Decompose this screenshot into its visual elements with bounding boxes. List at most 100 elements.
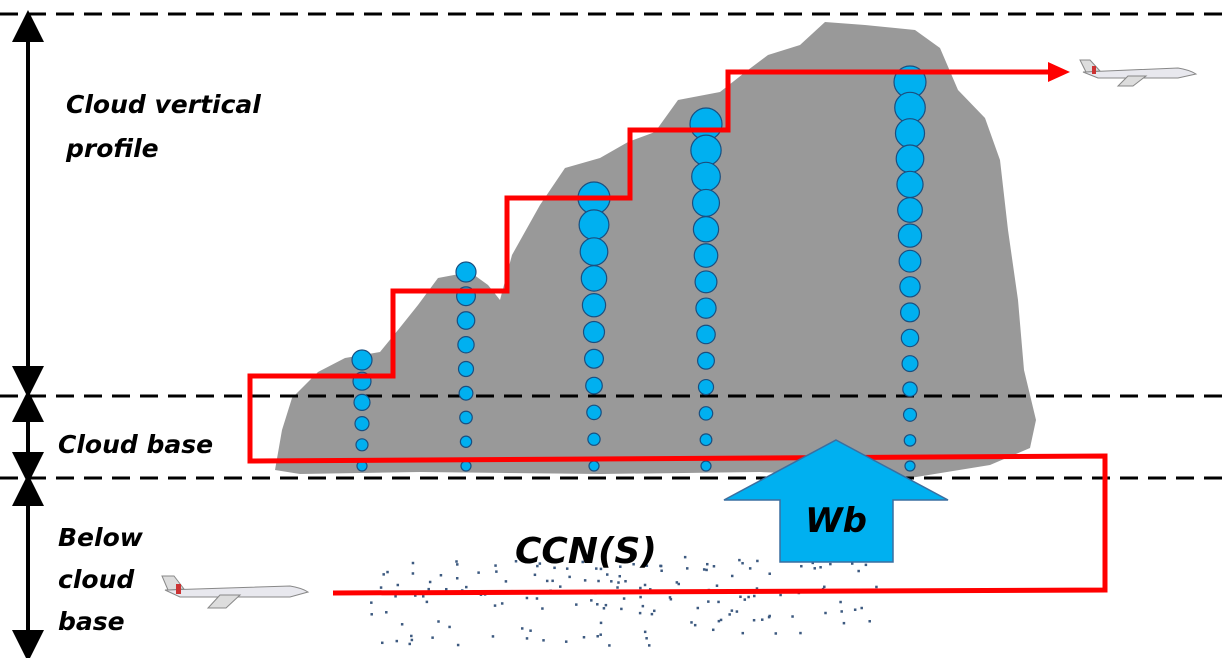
particle xyxy=(728,613,731,616)
droplet xyxy=(894,118,926,149)
particle xyxy=(596,603,599,606)
particle xyxy=(379,586,383,589)
particle xyxy=(653,609,656,613)
particle xyxy=(813,567,816,570)
particle xyxy=(582,636,586,639)
particle xyxy=(643,630,647,634)
particle xyxy=(791,615,794,618)
particle xyxy=(599,633,602,636)
particle xyxy=(717,619,721,623)
particle xyxy=(677,582,681,586)
droplet xyxy=(904,460,916,472)
particle xyxy=(602,607,606,610)
particle xyxy=(853,608,857,611)
particle xyxy=(604,603,608,607)
droplet xyxy=(898,249,922,273)
particle xyxy=(568,575,571,579)
particle xyxy=(590,599,593,602)
particle xyxy=(421,595,425,598)
particle xyxy=(650,612,654,616)
particle xyxy=(370,601,373,604)
particle xyxy=(410,638,414,642)
droplet xyxy=(578,209,610,241)
droplet xyxy=(691,188,721,217)
droplet xyxy=(355,438,369,452)
droplet xyxy=(579,237,609,267)
droplet xyxy=(457,360,475,378)
droplet xyxy=(897,197,923,223)
particle xyxy=(743,598,747,601)
particle xyxy=(768,572,771,575)
particle xyxy=(717,600,720,604)
particle xyxy=(533,573,537,577)
particle xyxy=(715,584,719,587)
particle xyxy=(767,615,771,619)
updraft-arrow xyxy=(723,439,949,563)
particle xyxy=(525,596,529,600)
dashed-lines xyxy=(0,12,1223,480)
particle xyxy=(493,604,497,607)
particle xyxy=(639,595,642,599)
below-label: Below xyxy=(58,523,144,552)
particle xyxy=(779,593,782,597)
particle xyxy=(465,585,468,589)
particle xyxy=(647,644,651,647)
particle xyxy=(840,610,843,613)
droplet xyxy=(353,393,371,411)
particle xyxy=(864,563,868,567)
below-label: base xyxy=(58,607,125,636)
particle xyxy=(799,631,802,635)
droplet xyxy=(899,276,921,298)
particle xyxy=(455,577,459,580)
wb-label: Wb xyxy=(805,501,867,541)
particle xyxy=(396,583,400,587)
droplet xyxy=(895,144,925,174)
particle xyxy=(500,602,504,605)
droplet xyxy=(902,407,918,422)
droplet xyxy=(696,324,716,345)
particle xyxy=(456,643,460,647)
profile-label: profile xyxy=(65,134,159,163)
droplet xyxy=(455,261,477,283)
particle xyxy=(545,579,549,583)
particle xyxy=(819,566,822,569)
particle xyxy=(747,595,750,599)
particle xyxy=(617,581,620,584)
particle xyxy=(685,567,689,570)
droplet xyxy=(456,311,476,330)
droplet xyxy=(581,293,607,318)
droplet xyxy=(693,243,719,268)
droplet xyxy=(582,320,606,344)
particle xyxy=(712,565,716,568)
particle xyxy=(639,586,642,590)
particle xyxy=(702,568,706,571)
particle xyxy=(541,607,544,610)
particle xyxy=(495,570,498,573)
particle xyxy=(427,587,430,591)
particle xyxy=(753,594,756,598)
particle xyxy=(410,634,413,638)
particle xyxy=(645,564,649,567)
droplet xyxy=(697,351,715,370)
particle xyxy=(439,573,443,577)
droplet xyxy=(583,348,604,369)
particle xyxy=(857,569,860,573)
particle xyxy=(504,580,508,583)
particle xyxy=(738,558,741,562)
particle xyxy=(643,583,647,587)
profile-label: Cloud vertical xyxy=(66,90,261,119)
droplet xyxy=(695,297,717,319)
particle xyxy=(752,618,756,622)
particle xyxy=(756,559,759,563)
droplet xyxy=(690,134,722,167)
droplet xyxy=(351,349,373,371)
droplet xyxy=(457,336,475,354)
particle xyxy=(411,561,415,565)
particle xyxy=(675,581,679,584)
droplet xyxy=(588,460,600,472)
particle xyxy=(414,594,417,597)
particle xyxy=(408,642,411,646)
particle xyxy=(565,567,569,570)
particle xyxy=(551,579,554,583)
